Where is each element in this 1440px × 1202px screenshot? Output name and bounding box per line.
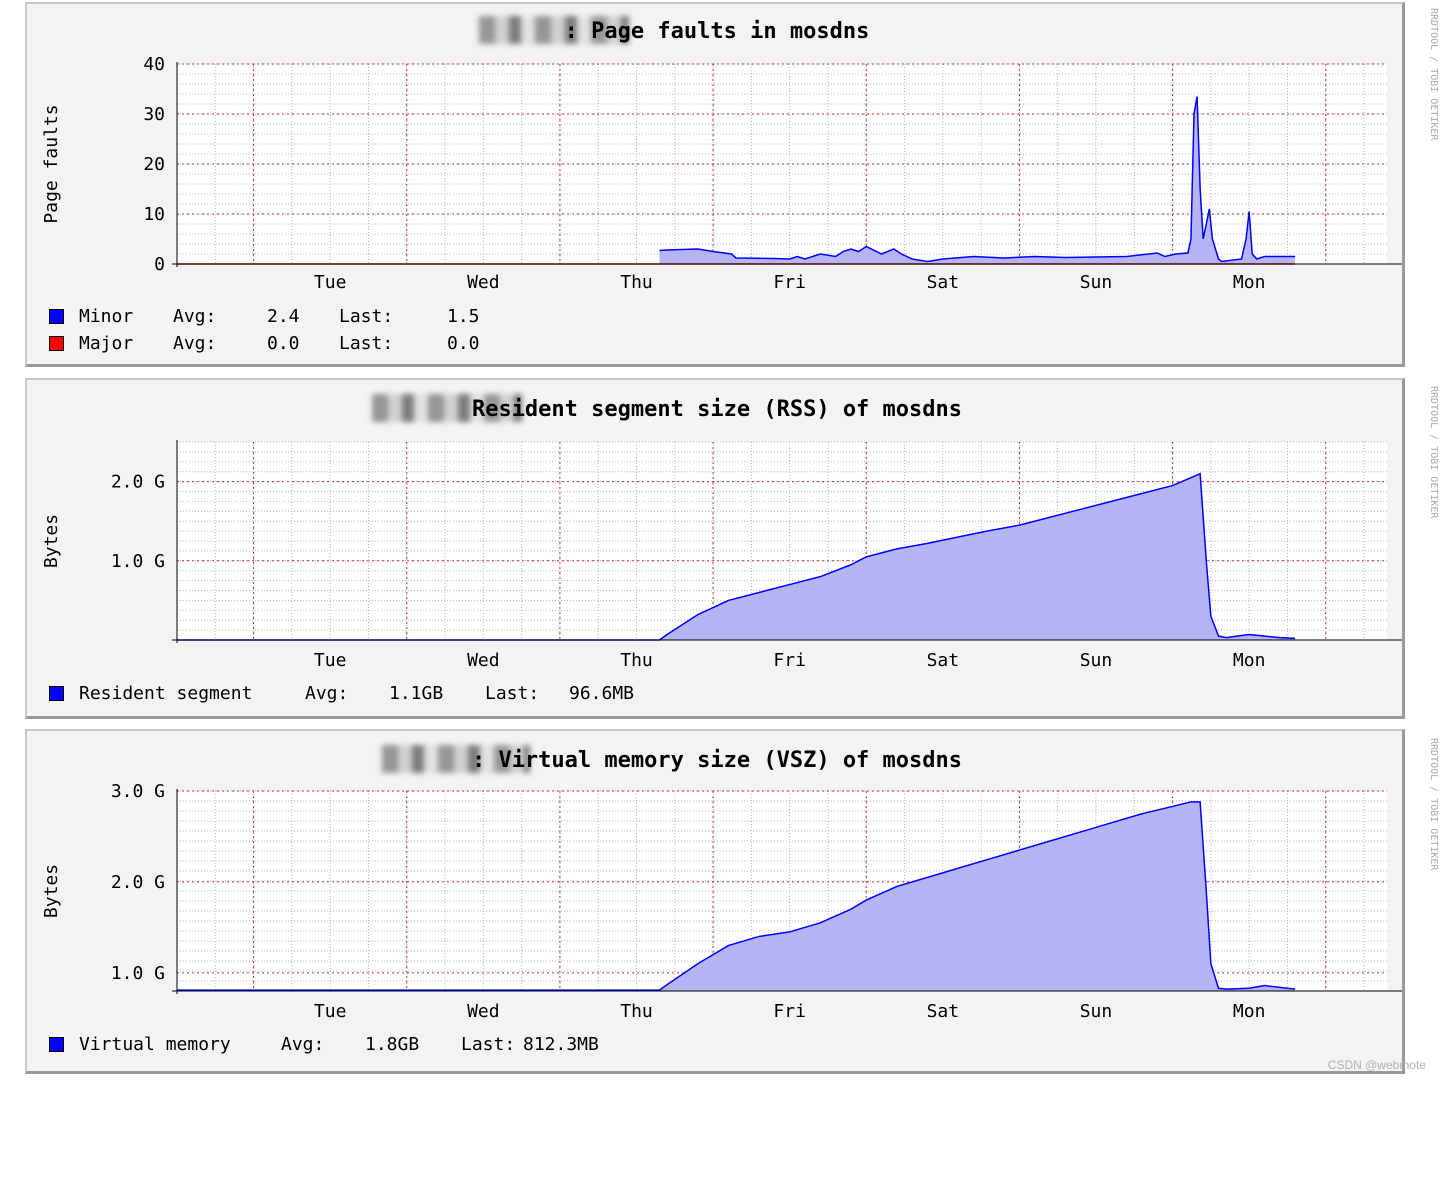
page-faults-chart: 0 10 20 30 40 Tue Wed Thu Fri Sat Sun Mon Page fault… xyxy=(27,4,1402,364)
x-tick-label: Thu xyxy=(620,1001,653,1022)
legend-last-label: Last: xyxy=(339,306,393,327)
legend-avg-label: Avg: xyxy=(305,683,348,704)
legend-avg-label: Avg: xyxy=(173,306,216,327)
vsz-panel: 1.0 G 2.0 G 3.0 G Tue Wed Thu Fri Sat Sun Mon Byte… xyxy=(25,729,1405,1074)
y-tick-label: 30 xyxy=(143,104,165,125)
legend-avg-value: 0.0 xyxy=(267,333,300,354)
y-tick-label: 1.0 G xyxy=(111,551,165,572)
x-tick-label: Thu xyxy=(620,650,653,671)
legend-label: Major xyxy=(79,333,133,354)
y-tick-label: 2.0 G xyxy=(111,872,165,893)
y-axis-label: Bytes xyxy=(41,864,62,918)
legend-resident-segment: Resident segment Avg: 1.1GB Last: 96.6MB xyxy=(49,683,92,707)
y-axis-label: Bytes xyxy=(41,514,62,568)
y-tick-label: 20 xyxy=(143,154,165,175)
legend-last-label: Last: xyxy=(339,333,393,354)
legend-virtual-memory: Virtual memory Avg: 1.8GB Last: 812.3MB xyxy=(49,1034,92,1058)
legend-avg-value: 1.1GB xyxy=(389,683,443,704)
x-tick-label: Sun xyxy=(1080,1001,1113,1022)
csdn-credit: CSDN @webmote xyxy=(1328,1058,1426,1072)
y-tick-label: 0 xyxy=(154,254,165,275)
rrdtool-watermark: RRDTOOL / TOBI OETIKER xyxy=(1425,386,1439,518)
legend-swatch-vsz xyxy=(49,1037,64,1052)
x-tick-label: Sun xyxy=(1080,272,1113,293)
legend-label: Minor xyxy=(79,306,133,327)
x-tick-label: Wed xyxy=(467,272,500,293)
y-tick-label: 40 xyxy=(143,54,165,75)
x-tick-label: Fri xyxy=(773,650,806,671)
y-tick-label: 3.0 G xyxy=(111,781,165,802)
x-tick-label: Tue xyxy=(314,272,347,293)
page-faults-panel: 0 10 20 30 40 Tue Wed Thu Fri Sat Sun Mon Page fault… xyxy=(25,2,1405,367)
x-tick-label: Tue xyxy=(314,1001,347,1022)
y-tick-label: 1.0 G xyxy=(111,963,165,984)
legend-avg-label: Avg: xyxy=(281,1034,324,1055)
legend-minor: Minor Avg: 2.4 Last: 1.5 xyxy=(49,306,92,330)
legend-swatch-major xyxy=(49,336,64,351)
x-tick-label: Wed xyxy=(467,650,500,671)
legend-last-value: 96.6MB xyxy=(569,683,634,704)
legend-label: Resident segment xyxy=(79,683,252,704)
legend-last-value: 1.5 xyxy=(447,306,480,327)
legend-last-label: Last: xyxy=(461,1034,515,1055)
x-tick-label: Mon xyxy=(1233,272,1266,293)
x-tick-label: Wed xyxy=(467,1001,500,1022)
legend-swatch-rss xyxy=(49,686,64,701)
x-tick-label: Sun xyxy=(1080,650,1113,671)
x-tick-label: Sat xyxy=(927,272,960,293)
y-axis-label: Page faults xyxy=(41,104,62,223)
x-tick-label: Fri xyxy=(773,1001,806,1022)
legend-last-value: 0.0 xyxy=(447,333,480,354)
legend-avg-value: 1.8GB xyxy=(365,1034,419,1055)
rrdtool-watermark: RRDTOOL / TOBI OETIKER xyxy=(1425,738,1439,870)
rss-panel: 1.0 G 2.0 G Tue Wed Thu Fri Sat Sun Mon Bytes Resi… xyxy=(25,378,1405,719)
x-tick-label: Mon xyxy=(1233,650,1266,671)
legend-swatch-minor xyxy=(49,309,64,324)
vsz-chart: 1.0 G 2.0 G 3.0 G Tue Wed Thu Fri Sat Sun Mon Byte… xyxy=(27,731,1402,1071)
legend-last-value: 812.3MB xyxy=(523,1034,599,1055)
legend-major: Major Avg: 0.0 Last: 0.0 xyxy=(49,333,92,357)
rss-chart: 1.0 G 2.0 G Tue Wed Thu Fri Sat Sun Mon Bytes Resi… xyxy=(27,380,1402,716)
legend-avg-value: 2.4 xyxy=(267,306,300,327)
x-tick-label: Tue xyxy=(314,650,347,671)
chart-title: : Page faults in mosdns xyxy=(565,19,870,44)
chart-title: Resident segment size (RSS) of mosdns xyxy=(472,397,962,422)
legend-avg-label: Avg: xyxy=(173,333,216,354)
y-tick-label: 2.0 G xyxy=(111,472,165,493)
y-tick-label: 10 xyxy=(143,204,165,225)
x-tick-label: Thu xyxy=(620,272,653,293)
x-tick-label: Sat xyxy=(927,650,960,671)
legend-last-label: Last: xyxy=(485,683,539,704)
rrdtool-watermark: RRDTOOL / TOBI OETIKER xyxy=(1425,8,1439,140)
x-tick-label: Sat xyxy=(927,1001,960,1022)
legend-label: Virtual memory xyxy=(79,1034,231,1055)
x-tick-label: Fri xyxy=(773,272,806,293)
chart-title: : Virtual memory size (VSZ) of mosdns xyxy=(472,748,962,773)
x-tick-label: Mon xyxy=(1233,1001,1266,1022)
